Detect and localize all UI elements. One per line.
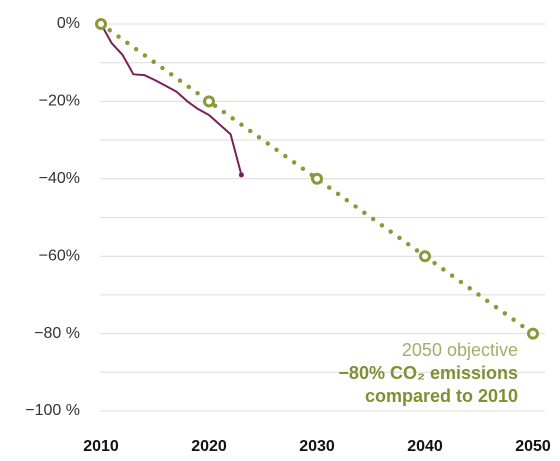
objective-marker [527,327,539,340]
annotation: −80% CO₂ emissions [338,363,518,383]
x-tick-label: 2030 [299,438,335,455]
y-tick-label: 0% [57,15,80,32]
emissions-end [238,172,244,178]
annotation: compared to 2010 [365,386,518,406]
x-tick-label: 2020 [191,438,227,455]
x-tick-label: 2040 [407,438,443,455]
emissions-line [100,23,243,176]
annotation: 2050 objective [402,340,518,360]
objective-marker [95,18,107,30]
y-tick-label: −20% [39,93,80,110]
y-tick-label: −80 % [34,325,80,342]
objective-marker [419,250,431,263]
objective-line [98,21,536,336]
objective-marker [311,172,323,185]
y-tick-label: −40% [39,170,80,187]
x-tick-label: 2050 [515,438,551,455]
objective-marker [203,95,215,108]
y-tick-label: −60% [39,247,80,264]
x-tick-label: 2010 [83,438,119,455]
y-tick-label: −100 % [25,402,80,419]
